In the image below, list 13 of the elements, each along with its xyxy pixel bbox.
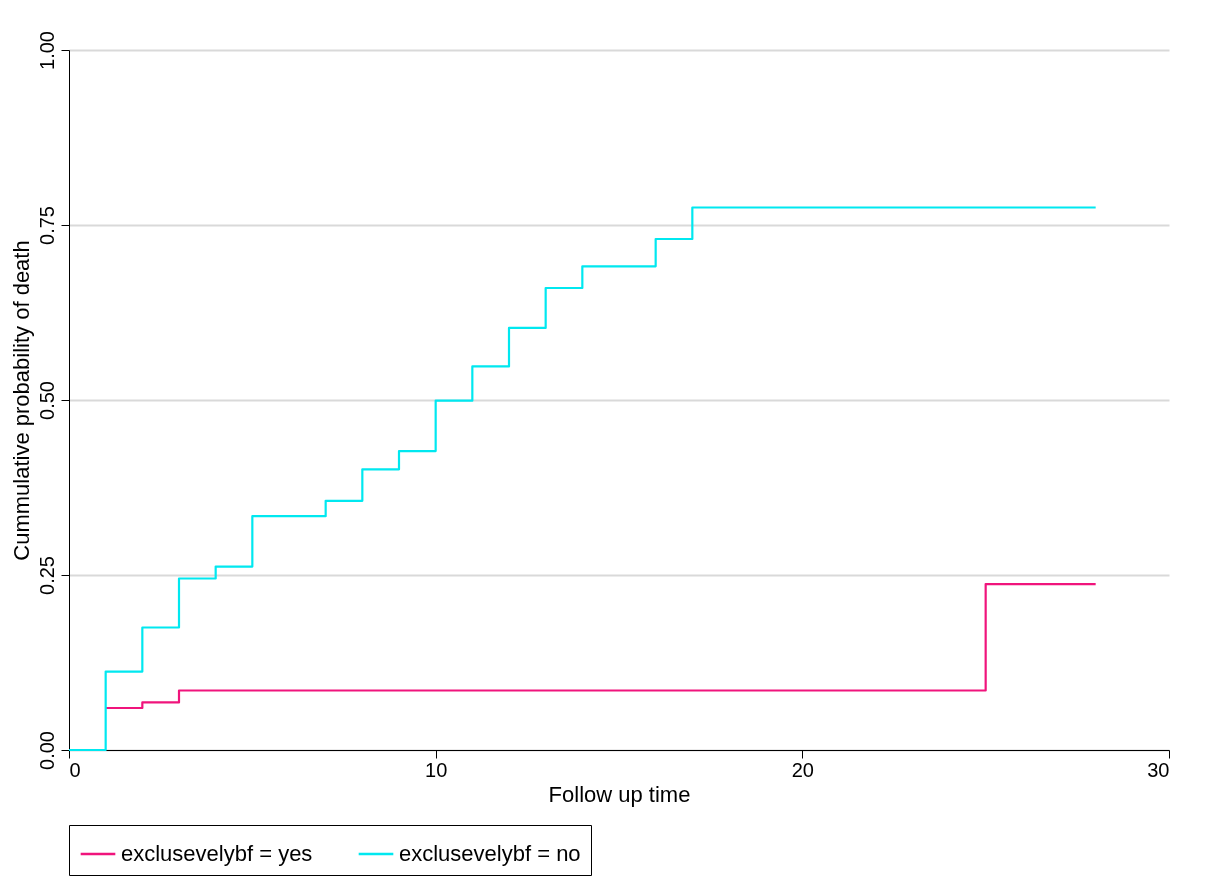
y-tick-label: 0.25 — [35, 556, 58, 595]
y-tick-label: 0.00 — [35, 731, 58, 770]
legend-label: exclusevelybf = yes — [121, 841, 313, 866]
y-tick-label: 1.00 — [35, 31, 58, 70]
x-tick-label: 30 — [1147, 758, 1170, 781]
y-tick-label: 0.50 — [35, 381, 58, 420]
x-tick-label: 0 — [69, 758, 81, 781]
x-tick-label: 20 — [791, 758, 814, 781]
x-axis-title: Follow up time — [548, 781, 691, 807]
y-tick-label: 0.75 — [35, 206, 58, 245]
y-axis-title: Cummulative probability of death — [8, 240, 34, 561]
x-tick-label: 10 — [425, 758, 448, 781]
legend-label: exclusevelybf = no — [399, 841, 581, 866]
